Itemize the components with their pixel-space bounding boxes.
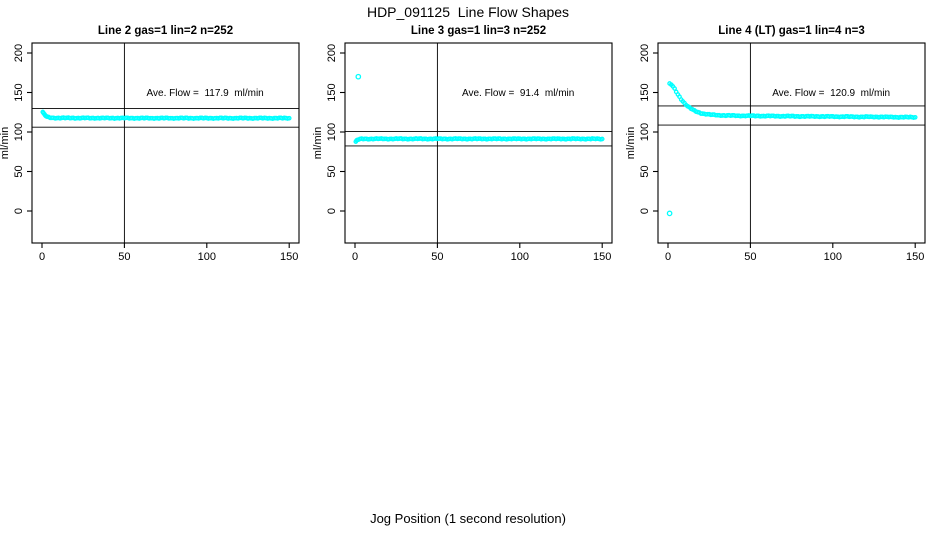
y-tick-label: 50 [639, 165, 651, 177]
x-axis-ticks: 0 50 100 150 [665, 243, 924, 263]
y-axis-ticks: 0 50 100 150 200 [326, 44, 345, 214]
x-tick-label: 50 [744, 251, 756, 263]
ave-flow-annotation: Ave. Flow = 117.9 ml/min [147, 88, 264, 99]
panel-title: Line 4 (LT) gas=1 lin=4 n=3 [718, 25, 864, 37]
y-tick-label: 200 [326, 44, 338, 62]
y-axis-ticks: 0 50 100 150 200 [13, 44, 32, 214]
scatter-points [666, 81, 918, 217]
scatter-points [40, 109, 292, 121]
x-tick-label: 0 [39, 251, 45, 263]
x-axis-ticks: 0 50 100 150 [39, 243, 298, 263]
panel-title: Line 2 gas=1 lin=2 n=252 [98, 25, 233, 37]
x-tick-label: 100 [511, 251, 529, 263]
panel-box [31, 42, 300, 244]
y-tick-label: 150 [13, 83, 25, 101]
y-tick-label: 0 [639, 208, 651, 214]
panel-box [657, 42, 926, 244]
x-axis-label: Jog Position (1 second resolution) [370, 511, 566, 526]
y-tick-label: 100 [13, 123, 25, 141]
y-tick-label: 50 [13, 165, 25, 177]
panel-box [344, 42, 613, 244]
y-axis-ticks: 0 50 100 150 200 [639, 44, 658, 214]
ave-flow-annotation: Ave. Flow = 120.9 ml/min [772, 88, 890, 99]
x-tick-label: 50 [431, 251, 443, 263]
y-axis-label: ml/min [625, 127, 637, 159]
y-tick-label: 100 [326, 123, 338, 141]
x-tick-label: 100 [824, 251, 842, 263]
y-tick-label: 100 [639, 123, 651, 141]
scatter-points [353, 73, 605, 144]
x-tick-label: 100 [198, 251, 216, 263]
x-tick-label: 50 [118, 251, 130, 263]
x-tick-label: 150 [593, 251, 611, 263]
ave-flow-annotation: Ave. Flow = 91.4 ml/min [462, 88, 574, 99]
figure-title: HDP_091125 Line Flow Shapes [366, 4, 570, 20]
y-axis-label: ml/min [312, 127, 324, 159]
outlier-point [355, 73, 362, 80]
y-tick-label: 200 [639, 44, 651, 62]
y-tick-label: 50 [326, 165, 338, 177]
x-axis-ticks: 0 50 100 150 [352, 243, 611, 263]
x-tick-label: 150 [906, 251, 924, 263]
panel-3: 0 50 100 150 0 50 100 150 200 ml/min Line 4 (LT) g… [625, 25, 926, 263]
y-tick-label: 200 [13, 44, 25, 62]
y-tick-label: 0 [13, 208, 25, 214]
y-tick-label: 0 [326, 208, 338, 214]
outlier-point [666, 210, 673, 217]
x-tick-label: 0 [665, 251, 671, 263]
y-tick-label: 150 [326, 83, 338, 101]
x-tick-label: 150 [280, 251, 298, 263]
panel-1: 0 50 100 150 0 50 100 150 200 ml/min Line 2 gas=1 … [0, 25, 300, 263]
y-tick-label: 150 [639, 83, 651, 101]
x-tick-label: 0 [352, 251, 358, 263]
panel-title: Line 3 gas=1 lin=3 n=252 [411, 25, 546, 37]
panel-2: 0 50 100 150 0 50 100 150 200 ml/min Line 3 gas=1 … [312, 25, 613, 263]
y-axis-label: ml/min [0, 127, 11, 159]
